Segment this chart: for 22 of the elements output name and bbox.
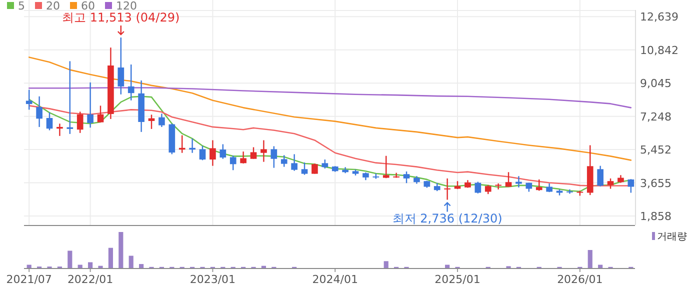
- y-tick-label: 9,045: [640, 77, 672, 90]
- line-series: [28, 56, 632, 161]
- annotation: 최고 11,513 (04/29): [62, 10, 180, 24]
- legend-label: 5: [18, 0, 25, 12]
- y-tick-label: 3,655: [640, 176, 672, 190]
- x-tick-label: 2025/01: [434, 273, 480, 286]
- y-tick-label: 5,452: [640, 144, 672, 157]
- legend-label: 120: [116, 0, 137, 12]
- y-tick-label: 1,858: [640, 210, 672, 223]
- annotation: 최저 2,736 (12/30): [392, 212, 502, 226]
- x-tick-label: 2026/01: [557, 273, 603, 286]
- line-series: [28, 87, 632, 108]
- legend-label: 거래량: [657, 232, 687, 242]
- y-tick-label: 10,842: [640, 44, 678, 57]
- legend-label: 20: [46, 0, 60, 12]
- y-tick-label: 7,248: [640, 110, 672, 124]
- x-tick-label: 2024/01: [312, 273, 358, 286]
- legend-label: 60: [81, 0, 95, 12]
- x-tick-label: 2021/07: [6, 273, 52, 286]
- y-tick-label: 12,639: [640, 10, 678, 24]
- x-tick-label: 2022/01: [67, 273, 114, 286]
- x-tick-label: 2023/01: [190, 273, 236, 286]
